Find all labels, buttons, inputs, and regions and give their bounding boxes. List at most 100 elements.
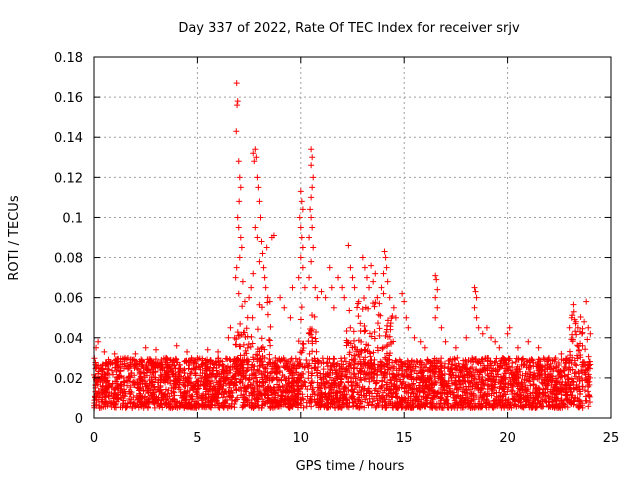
- band-marker: [559, 378, 566, 385]
- band-marker: [256, 379, 263, 386]
- band-marker: [214, 388, 221, 395]
- data-point: [363, 274, 370, 281]
- data-point: [250, 270, 257, 277]
- band-marker: [351, 352, 358, 359]
- band-marker: [143, 382, 150, 389]
- band-marker: [509, 390, 516, 397]
- band-marker: [149, 369, 156, 376]
- band-marker: [386, 398, 393, 405]
- band-marker: [432, 404, 439, 411]
- band-marker: [351, 371, 358, 378]
- band-marker: [579, 363, 586, 370]
- band-marker: [242, 388, 249, 395]
- data-point: [260, 264, 267, 271]
- band-marker: [558, 356, 565, 363]
- data-point: [328, 284, 335, 291]
- plot-frame: [93, 56, 612, 419]
- data-point: [248, 284, 255, 291]
- data-point: [405, 324, 412, 331]
- band-marker: [234, 394, 241, 401]
- band-marker: [209, 370, 216, 377]
- band-marker: [522, 382, 529, 389]
- band-marker: [245, 365, 252, 372]
- band-marker: [102, 362, 109, 369]
- band-marker: [308, 379, 315, 386]
- band-marker: [205, 387, 212, 394]
- band-marker: [506, 363, 513, 370]
- band-marker: [289, 369, 296, 376]
- band-marker: [362, 396, 369, 403]
- band-marker: [492, 376, 499, 383]
- band-marker: [518, 356, 525, 363]
- data-point: [153, 346, 160, 353]
- band-marker: [352, 382, 359, 389]
- band-marker: [547, 366, 554, 373]
- band-marker: [240, 374, 247, 381]
- band-marker: [386, 356, 393, 363]
- band-marker: [326, 374, 333, 381]
- band-marker: [270, 375, 277, 382]
- band-marker: [449, 389, 456, 396]
- band-marker: [164, 373, 171, 380]
- band-marker: [134, 379, 141, 386]
- band-marker: [254, 326, 261, 333]
- band-marker: [259, 343, 266, 350]
- band-marker: [325, 390, 332, 397]
- band-marker: [375, 401, 382, 408]
- band-marker: [362, 327, 369, 334]
- band-marker: [149, 379, 156, 386]
- band-marker: [231, 381, 238, 388]
- data-point: [579, 330, 586, 337]
- band-marker: [544, 374, 551, 381]
- data-point: [382, 254, 389, 261]
- band-marker: [553, 379, 560, 386]
- band-marker: [435, 373, 442, 380]
- band-marker: [448, 361, 455, 368]
- band-marker: [258, 335, 265, 342]
- band-marker: [508, 371, 515, 378]
- band-marker: [437, 363, 444, 370]
- data-point: [233, 128, 240, 135]
- band-marker: [501, 359, 508, 366]
- band-marker: [183, 359, 190, 366]
- band-marker: [324, 355, 331, 362]
- band-marker: [120, 378, 127, 385]
- band-marker: [509, 364, 516, 371]
- band-marker: [205, 398, 212, 405]
- data-point: [574, 324, 581, 331]
- band-marker: [233, 336, 240, 343]
- band-marker: [457, 384, 464, 391]
- band-marker: [361, 385, 368, 392]
- band-marker: [264, 369, 271, 376]
- data-point: [355, 298, 362, 305]
- band-marker: [259, 358, 266, 365]
- data-point: [254, 234, 261, 241]
- band-marker: [188, 396, 195, 403]
- band-marker: [286, 368, 293, 375]
- band-marker: [166, 403, 173, 410]
- band-marker: [517, 392, 524, 399]
- band-marker: [452, 381, 459, 388]
- band-marker: [222, 397, 229, 404]
- band-marker: [456, 378, 463, 385]
- data-point: [390, 304, 397, 311]
- band-marker: [266, 396, 273, 403]
- band-marker: [458, 367, 465, 374]
- band-marker: [363, 390, 370, 397]
- band-marker: [534, 399, 541, 406]
- band-marker: [95, 368, 102, 375]
- band-marker: [346, 307, 353, 314]
- band-marker: [466, 370, 473, 377]
- band-marker: [274, 376, 281, 383]
- band-marker: [399, 361, 406, 368]
- band-marker: [248, 396, 255, 403]
- band-marker: [351, 337, 358, 344]
- band-marker: [126, 373, 133, 380]
- band-marker: [432, 378, 439, 385]
- band-marker: [573, 362, 580, 369]
- band-marker: [407, 364, 414, 371]
- band-marker: [117, 381, 124, 388]
- band-marker: [514, 397, 521, 404]
- band-marker: [387, 365, 394, 372]
- band-marker: [244, 397, 251, 404]
